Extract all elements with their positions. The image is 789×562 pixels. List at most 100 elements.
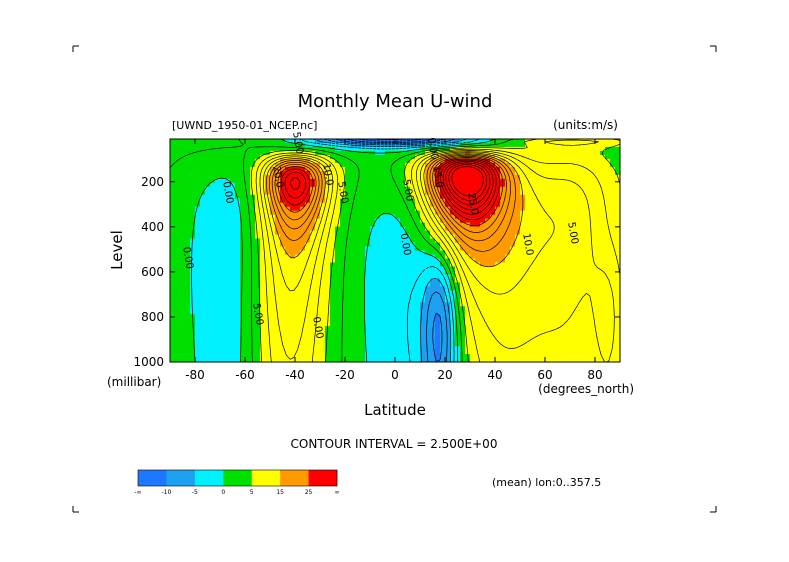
field-cell: [270, 294, 276, 299]
field-cell: [300, 302, 306, 307]
field-cell: [380, 226, 386, 232]
field-cell: [585, 274, 591, 279]
field-cell: [175, 350, 181, 355]
field-cell: [575, 214, 581, 220]
field-cell: [505, 238, 511, 244]
field-cell: [285, 326, 291, 331]
field-cell: [600, 310, 606, 315]
field-cell: [260, 294, 266, 299]
field-cell: [460, 222, 466, 228]
field-cell: [215, 242, 221, 248]
field-cell: [395, 346, 401, 351]
field-cell: [290, 346, 296, 351]
field-cell: [200, 286, 206, 291]
wind-field: [170, 139, 620, 362]
field-cell: [420, 346, 426, 351]
field-cell: [535, 306, 541, 311]
field-cell: [275, 218, 281, 224]
field-cell: [210, 154, 216, 160]
field-cell: [195, 266, 201, 272]
field-cell: [540, 238, 546, 244]
field-cell: [230, 334, 236, 339]
field-cell: [295, 274, 301, 279]
field-cell: [205, 250, 211, 256]
field-cell: [305, 139, 311, 144]
field-cell: [325, 258, 331, 264]
field-cell: [545, 234, 551, 240]
field-cell: [535, 354, 541, 359]
field-cell: [305, 286, 311, 291]
field-cell: [205, 146, 211, 152]
field-cell: [385, 314, 391, 319]
field-cell: [225, 302, 231, 307]
field-cell: [565, 194, 571, 200]
field-cell: [210, 158, 216, 164]
field-cell: [555, 262, 561, 268]
field-cell: [520, 190, 526, 196]
field-cell: [370, 194, 376, 200]
field-cell: [510, 294, 516, 299]
field-cell: [465, 330, 471, 335]
field-cell: [255, 282, 261, 287]
field-cell: [605, 194, 611, 200]
field-cell: [335, 298, 341, 303]
field-cell: [355, 206, 361, 212]
field-cell: [600, 246, 606, 252]
field-cell: [460, 350, 466, 355]
field-cell: [245, 139, 251, 144]
field-cell: [380, 238, 386, 244]
field-cell: [590, 174, 596, 180]
field-cell: [435, 262, 441, 268]
field-cell: [410, 139, 416, 144]
field-cell: [240, 182, 246, 188]
field-cell: [280, 262, 286, 268]
field-cell: [530, 246, 536, 252]
field-cell: [290, 238, 296, 244]
field-cell: [450, 258, 456, 264]
field-cell: [275, 346, 281, 351]
field-cell: [585, 270, 591, 275]
field-cell: [190, 326, 196, 331]
field-cell: [510, 222, 516, 228]
field-cell: [175, 198, 181, 204]
field-cell: [295, 318, 301, 323]
field-cell: [280, 214, 286, 220]
field-cell: [315, 270, 321, 275]
field-cell: [565, 258, 571, 264]
field-cell: [240, 190, 246, 196]
field-cell: [565, 350, 571, 355]
field-cell: [260, 190, 266, 196]
field-cell: [290, 198, 296, 204]
field-cell: [210, 354, 216, 359]
field-cell: [385, 186, 391, 192]
field-cell: [570, 290, 576, 295]
field-cell: [360, 350, 366, 355]
field-cell: [205, 358, 211, 362]
field-cell: [255, 290, 261, 295]
field-cell: [300, 322, 306, 327]
field-cell: [615, 202, 620, 208]
field-cell: [175, 202, 181, 208]
field-cell: [205, 258, 211, 264]
field-cell: [390, 282, 396, 287]
field-cell: [385, 298, 391, 303]
field-cell: [360, 238, 366, 244]
field-cell: [465, 214, 471, 220]
field-cell: [190, 246, 196, 252]
field-cell: [515, 334, 521, 339]
field-cell: [515, 318, 521, 323]
field-cell: [605, 214, 611, 220]
field-cell: [210, 190, 216, 196]
field-cell: [385, 166, 391, 172]
field-cell: [370, 139, 376, 144]
field-cell: [225, 170, 231, 176]
field-cell: [335, 346, 341, 351]
field-cell: [255, 258, 261, 264]
field-cell: [395, 258, 401, 264]
field-cell: [395, 350, 401, 355]
field-cell: [215, 350, 221, 355]
field-cell: [545, 142, 551, 148]
field-cell: [405, 262, 411, 268]
field-cell: [415, 326, 421, 331]
field-cell: [295, 194, 301, 200]
